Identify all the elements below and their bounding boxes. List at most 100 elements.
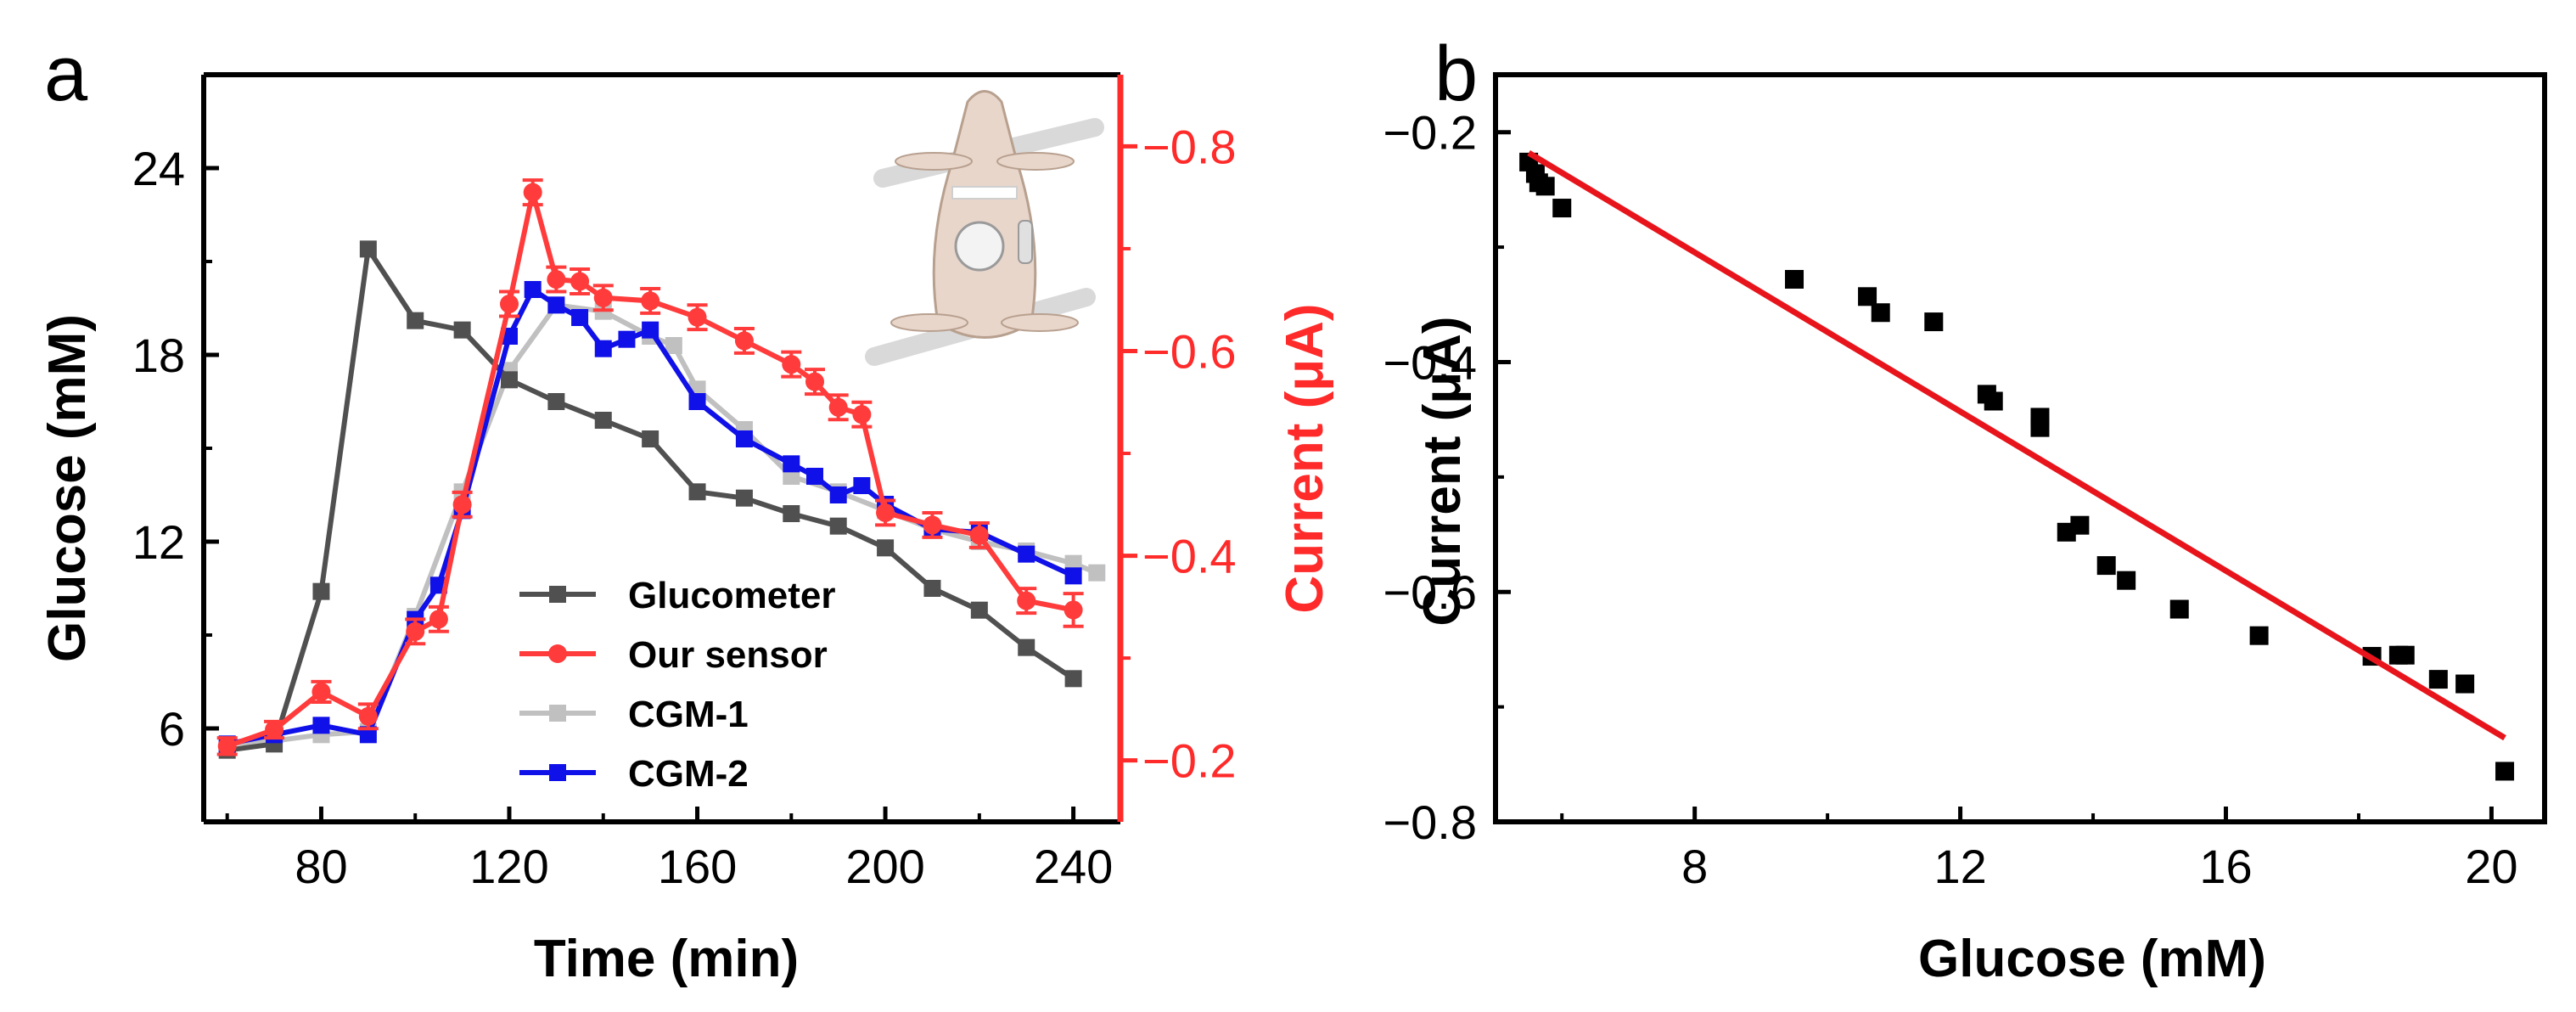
linear-fit-line xyxy=(1527,150,2506,741)
data-point xyxy=(1017,591,1036,610)
data-point xyxy=(734,331,754,351)
data-point xyxy=(970,601,988,619)
rat-leg xyxy=(895,152,973,171)
data-point xyxy=(547,393,565,410)
y2-tick-label: −0.6 xyxy=(1142,324,1237,378)
x-axis-title: Time (min) xyxy=(534,930,799,988)
data-point xyxy=(1064,600,1083,620)
x-tick-label: 80 xyxy=(295,840,347,893)
x-tick-label: 120 xyxy=(469,840,548,893)
data-point xyxy=(618,330,636,348)
legend-marker xyxy=(549,705,566,722)
data-point xyxy=(829,486,847,503)
data-point xyxy=(359,726,377,744)
x-tick-label: 160 xyxy=(658,840,737,893)
y2-tick-label: −0.4 xyxy=(1142,530,1237,583)
y2-tick-label: −0.8 xyxy=(1142,120,1237,173)
y-tick-label: 12 xyxy=(132,515,185,569)
data-point xyxy=(2070,515,2090,535)
x-tick-label: 12 xyxy=(1933,840,1986,893)
data-point xyxy=(594,412,612,429)
plot-frame xyxy=(1493,72,2547,824)
data-point xyxy=(523,183,542,202)
data-point xyxy=(923,515,942,535)
y-tick-label: 6 xyxy=(159,702,185,756)
data-point xyxy=(2455,674,2475,694)
y2-axis-title: Current (μA) xyxy=(1276,303,1334,613)
legend-label: Our sensor xyxy=(628,634,828,676)
x-tick-label: 8 xyxy=(1681,840,1708,893)
x-tick-label: 200 xyxy=(845,840,924,893)
data-point xyxy=(524,281,542,298)
data-point xyxy=(783,505,800,522)
y-tick-label: −0.8 xyxy=(1383,796,1477,849)
data-point xyxy=(665,337,682,354)
data-point xyxy=(783,455,800,473)
panel-a-label: a xyxy=(44,31,88,117)
data-point xyxy=(358,706,378,726)
data-point xyxy=(2495,762,2515,781)
data-point xyxy=(1871,303,1890,323)
data-point xyxy=(593,288,613,307)
panel-b-axes: 8 12 16 20 −0.2 −0.4 −0.6 −0.8 xyxy=(1383,72,2547,893)
data-point xyxy=(876,503,895,522)
data-point xyxy=(265,720,284,739)
data-point xyxy=(2395,645,2415,665)
data-point xyxy=(453,321,471,339)
y-axis-title: Current (μA) xyxy=(1413,316,1472,626)
data-point xyxy=(311,682,331,701)
data-point xyxy=(2030,418,2050,437)
data-point xyxy=(1064,567,1082,585)
legend-marker xyxy=(549,586,566,603)
x-axis-title: Glucose (mM) xyxy=(1918,930,2266,988)
data-point xyxy=(1064,670,1082,688)
data-point xyxy=(1088,564,1106,582)
data-point xyxy=(1552,199,1572,218)
panel-b-label: b xyxy=(1434,31,1478,117)
data-point xyxy=(2117,571,2136,590)
legend-label: Glucometer xyxy=(628,575,836,616)
data-point xyxy=(782,355,801,374)
y2-tick-label: −0.2 xyxy=(1142,734,1237,788)
data-point xyxy=(829,517,847,535)
panel-a-series xyxy=(216,178,1106,759)
rat-with-sensor-image xyxy=(865,90,1104,366)
rat-leg xyxy=(1001,313,1079,332)
data-point xyxy=(923,580,941,597)
x-tick-label: 16 xyxy=(2199,840,2252,893)
x-tick-label: 20 xyxy=(2465,840,2517,893)
rat-body xyxy=(932,90,1037,339)
x-tick-label: 240 xyxy=(1034,840,1113,893)
data-point xyxy=(1018,545,1035,563)
panel-a-axes: 80 120 160 200 240 6 12 18 24 −0.2 −0.4 −0.6 −0.8 xyxy=(132,72,1237,893)
legend: Glucometer Our sensor CGM-1 CGM-2 xyxy=(519,575,836,795)
panel-b: b 8 12 16 20 −0.2 −0.4 −0.6 −0.8 Glucose (mM) C… xyxy=(1383,31,2547,988)
adhesive-band xyxy=(951,186,1018,200)
data-point xyxy=(571,309,589,326)
y-axis-title: Glucose (mM) xyxy=(38,314,97,662)
series-line xyxy=(227,302,1098,747)
legend-marker xyxy=(549,764,566,781)
data-point xyxy=(570,272,590,291)
data-point xyxy=(312,717,330,734)
data-point xyxy=(1785,269,1804,289)
cgm-device xyxy=(1018,220,1033,264)
y-tick-label: −0.4 xyxy=(1383,335,1477,389)
data-point xyxy=(1858,287,1877,306)
data-point xyxy=(806,468,823,485)
data-point xyxy=(406,621,425,641)
data-point xyxy=(688,483,706,501)
data-point xyxy=(2249,626,2269,645)
data-point xyxy=(641,291,660,311)
y-tick-label: 24 xyxy=(132,142,185,195)
data-point xyxy=(1924,312,1944,332)
y-tick-label: −0.6 xyxy=(1383,565,1477,619)
sensor-patch xyxy=(954,221,1005,272)
data-point xyxy=(1984,391,2003,411)
data-point xyxy=(642,321,659,339)
data-point xyxy=(2428,670,2448,689)
data-point xyxy=(429,610,448,629)
data-point xyxy=(500,295,519,314)
data-point xyxy=(1535,177,1555,196)
